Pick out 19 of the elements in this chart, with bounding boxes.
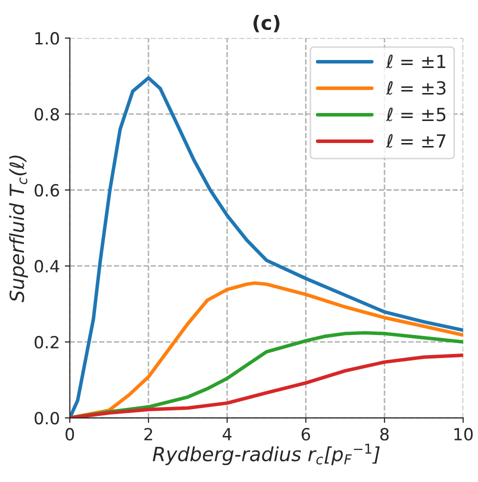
- y-tick-label: 0.2: [34, 336, 58, 348]
- x-tick-label: 6: [302, 428, 310, 441]
- legend-label: ℓ = ±5: [386, 108, 446, 122]
- x-axis-title: Rydberg-radius r$_{c}$[p$_{F}$$^{−1}$]: [152, 444, 380, 466]
- x-tick-label: 8: [380, 428, 389, 441]
- y-tick-label: 0.0: [34, 412, 59, 424]
- legend-label: ℓ = ±1: [386, 54, 446, 68]
- y-tick-label: 1.0: [35, 32, 59, 45]
- x-tick-label: 4: [222, 428, 232, 440]
- x-tick-label: 0: [66, 428, 74, 441]
- chart-title: (c): [254, 14, 280, 32]
- y-tick-label: 0.8: [34, 108, 59, 121]
- legend-label: ℓ = ±7: [386, 134, 446, 148]
- y-tick-label: 0.4: [34, 260, 60, 273]
- y-axis-title: Superfluid T$_{c}$(ℓ): [9, 156, 28, 302]
- x-tick-label: 10: [454, 428, 473, 441]
- legend-label: ℓ = ±3: [386, 81, 446, 95]
- y-tick-label: 0.6: [34, 184, 60, 197]
- x-tick-label: 2: [144, 428, 152, 440]
